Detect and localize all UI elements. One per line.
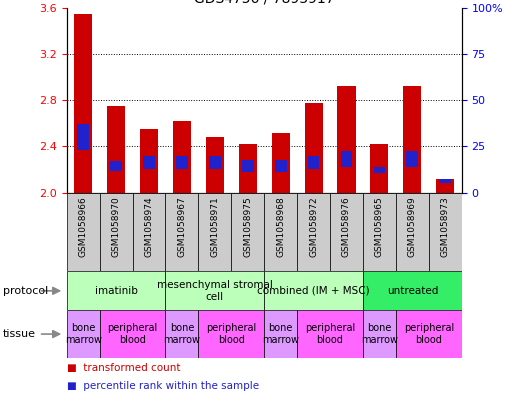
Bar xyxy=(206,137,224,193)
Text: GSM1058970: GSM1058970 xyxy=(111,196,121,257)
Bar xyxy=(165,271,264,310)
Text: ■  transformed count: ■ transformed count xyxy=(67,363,180,373)
Text: GSM1058966: GSM1058966 xyxy=(78,196,88,257)
Bar xyxy=(305,103,323,193)
Text: peripheral
blood: peripheral blood xyxy=(305,323,355,345)
Bar xyxy=(275,160,287,172)
Bar xyxy=(199,193,231,271)
Bar xyxy=(209,156,221,169)
Text: GSM1058976: GSM1058976 xyxy=(342,196,351,257)
Bar xyxy=(173,121,191,193)
Bar xyxy=(271,132,290,193)
Text: mesenchymal stromal
cell: mesenchymal stromal cell xyxy=(157,280,273,301)
Bar xyxy=(373,167,385,173)
Text: GSM1058974: GSM1058974 xyxy=(145,196,153,257)
Text: GSM1058967: GSM1058967 xyxy=(177,196,186,257)
Text: peripheral
blood: peripheral blood xyxy=(107,323,157,345)
Text: GSM1058973: GSM1058973 xyxy=(441,196,450,257)
Bar xyxy=(396,193,429,271)
Bar xyxy=(264,310,297,358)
Bar xyxy=(242,160,253,172)
Bar xyxy=(100,193,132,271)
Text: bone
marrow: bone marrow xyxy=(361,323,398,345)
Text: untreated: untreated xyxy=(387,286,438,296)
Bar xyxy=(363,193,396,271)
Bar xyxy=(403,86,421,193)
Text: protocol: protocol xyxy=(3,286,48,296)
Bar xyxy=(143,156,155,169)
Bar xyxy=(231,193,264,271)
Bar xyxy=(140,129,158,193)
Bar xyxy=(297,193,330,271)
Bar xyxy=(74,14,92,193)
Text: peripheral
blood: peripheral blood xyxy=(206,323,256,345)
Text: bone
marrow: bone marrow xyxy=(164,323,201,345)
Text: ■  percentile rank within the sample: ■ percentile rank within the sample xyxy=(67,381,259,391)
Bar xyxy=(439,179,451,183)
Text: GSM1058968: GSM1058968 xyxy=(276,196,285,257)
Bar xyxy=(363,271,462,310)
Bar xyxy=(239,144,257,193)
Text: tissue: tissue xyxy=(3,329,35,339)
Bar xyxy=(67,310,100,358)
Bar xyxy=(165,310,199,358)
Bar xyxy=(264,271,363,310)
Bar xyxy=(165,193,199,271)
Text: GSM1058972: GSM1058972 xyxy=(309,196,318,257)
Bar xyxy=(176,156,188,169)
Bar xyxy=(264,193,297,271)
Bar xyxy=(308,156,320,169)
Bar xyxy=(100,310,165,358)
Text: imatinib: imatinib xyxy=(94,286,137,296)
Text: bone
marrow: bone marrow xyxy=(65,323,102,345)
Bar xyxy=(370,144,388,193)
Bar xyxy=(341,151,352,167)
Bar xyxy=(338,86,356,193)
Bar xyxy=(330,193,363,271)
Text: GSM1058965: GSM1058965 xyxy=(375,196,384,257)
Bar xyxy=(107,106,125,193)
Text: GSM1058969: GSM1058969 xyxy=(408,196,417,257)
Text: GSM1058971: GSM1058971 xyxy=(210,196,220,257)
Bar xyxy=(396,310,462,358)
Title: GDS4756 / 7893917: GDS4756 / 7893917 xyxy=(194,0,334,5)
Text: GSM1058975: GSM1058975 xyxy=(243,196,252,257)
Bar xyxy=(363,310,396,358)
Bar xyxy=(429,193,462,271)
Bar xyxy=(67,193,100,271)
Bar xyxy=(436,179,455,193)
Text: combined (IM + MSC): combined (IM + MSC) xyxy=(257,286,370,296)
Bar xyxy=(406,151,418,167)
Bar xyxy=(199,310,264,358)
Bar xyxy=(67,271,165,310)
Bar xyxy=(77,125,89,150)
Text: bone
marrow: bone marrow xyxy=(262,323,299,345)
Bar xyxy=(132,193,165,271)
Bar xyxy=(297,310,363,358)
Text: peripheral
blood: peripheral blood xyxy=(404,323,454,345)
Bar xyxy=(110,162,122,171)
